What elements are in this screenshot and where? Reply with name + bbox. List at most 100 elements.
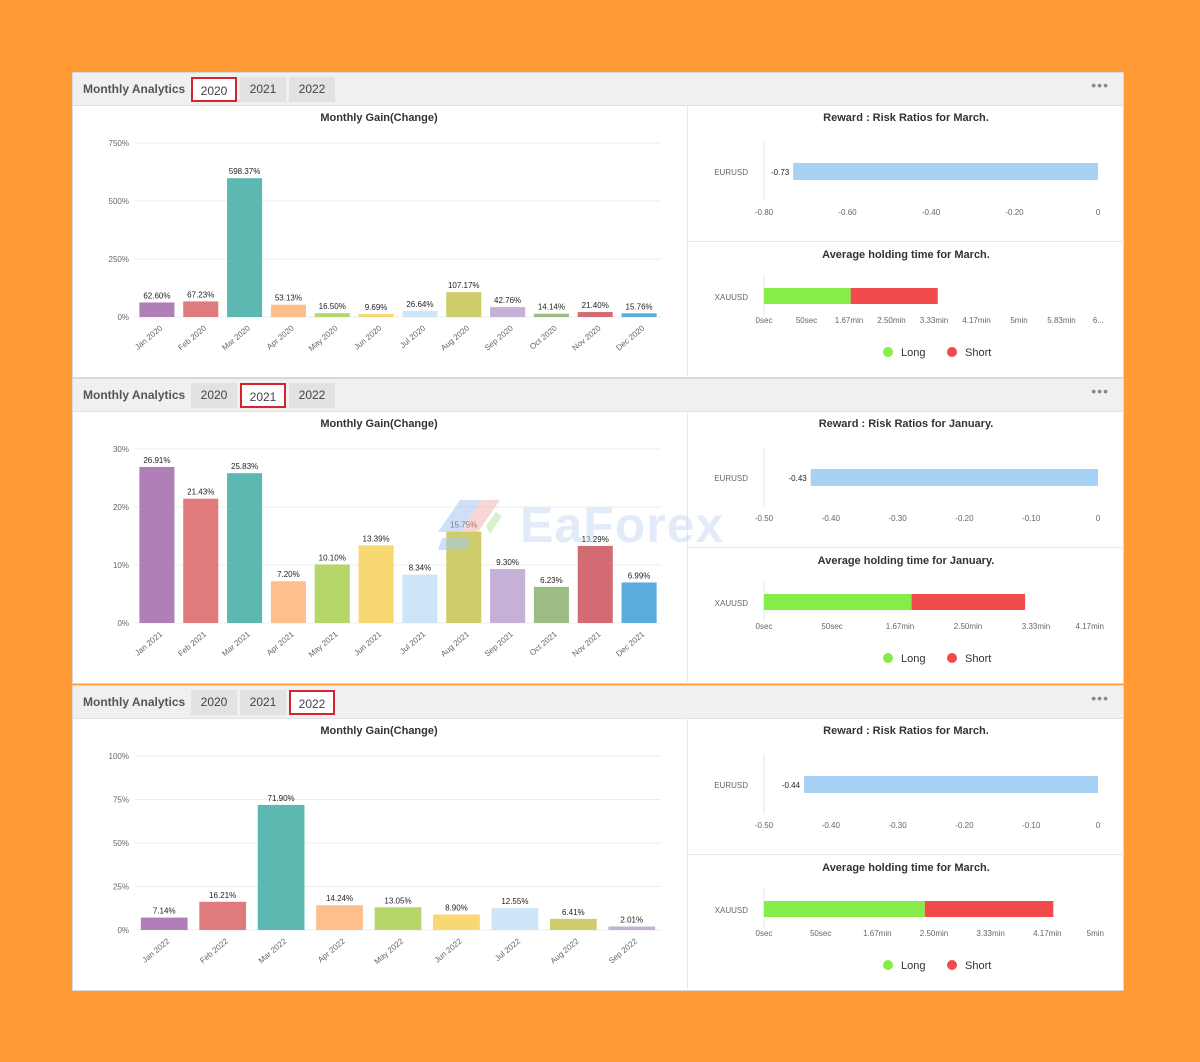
bar-value-label: 14.24%: [326, 894, 353, 903]
rr-bar[interactable]: [804, 776, 1098, 793]
gain-bar[interactable]: [139, 466, 175, 623]
gain-bar[interactable]: [183, 301, 219, 317]
bar-value-label: 62.60%: [143, 291, 170, 300]
tab-year-2022[interactable]: 2022: [289, 77, 335, 102]
hold-x-tick-label: 5.83min: [1047, 316, 1075, 325]
gain-bar[interactable]: [227, 178, 263, 317]
x-tick-label: Mar 2021: [220, 629, 252, 658]
hold-x-tick-label: 3.33min: [920, 316, 948, 325]
hold-x-tick-label: 50sec: [810, 929, 831, 938]
gain-bar[interactable]: [446, 531, 482, 623]
legend-short-label[interactable]: Short: [965, 653, 991, 665]
tab-year-2020[interactable]: 2020: [191, 383, 237, 408]
rr-x-tick-label: -0.40: [822, 514, 841, 523]
divider: [688, 854, 1124, 855]
gain-bar[interactable]: [316, 905, 363, 930]
gain-bar[interactable]: [577, 312, 613, 317]
hold-x-tick-label: 3.33min: [976, 929, 1004, 938]
more-dots-icon[interactable]: •••: [1091, 690, 1109, 706]
x-tick-label: Apr 2022: [316, 936, 347, 964]
gain-bar[interactable]: [621, 582, 657, 623]
gain-bar[interactable]: [490, 307, 526, 317]
legend-long-label[interactable]: Long: [901, 653, 925, 665]
gain-bar[interactable]: [533, 586, 569, 623]
rr-bar[interactable]: [810, 469, 1098, 486]
gain-bar[interactable]: [358, 545, 394, 623]
gain-bar[interactable]: [608, 926, 656, 930]
y-tick-label: 30%: [113, 445, 129, 454]
gain-bar[interactable]: [402, 310, 438, 317]
gain-bar[interactable]: [270, 304, 306, 317]
tab-year-2021[interactable]: 2021: [240, 690, 286, 715]
legend-short-label[interactable]: Short: [965, 347, 991, 359]
y-tick-label: 500%: [109, 197, 129, 206]
hold-short-bar[interactable]: [911, 594, 1026, 610]
rr-category-label: EURUSD: [714, 168, 748, 177]
hold-long-bar[interactable]: [764, 594, 912, 610]
gain-bar[interactable]: [402, 574, 438, 623]
gain-bar[interactable]: [358, 314, 394, 317]
gain-bar[interactable]: [139, 302, 175, 317]
gain-bar[interactable]: [314, 564, 350, 623]
hold-long-bar[interactable]: [764, 901, 925, 917]
more-dots-icon[interactable]: •••: [1091, 383, 1109, 399]
tab-year-2022[interactable]: 2022: [289, 383, 335, 408]
bar-value-label: 9.69%: [365, 303, 388, 312]
bar-value-label: 12.55%: [501, 897, 528, 906]
side-charts: Reward : Risk Ratios for March. EURUSD -0.…: [687, 718, 1124, 989]
gain-bar[interactable]: [491, 908, 539, 930]
gain-bar[interactable]: [257, 804, 305, 930]
gain-bar[interactable]: [374, 907, 422, 930]
gain-bar[interactable]: [183, 498, 219, 623]
x-tick-label: Jun 2022: [433, 936, 464, 964]
legend-long-label[interactable]: Long: [901, 960, 925, 972]
legend-short-label[interactable]: Short: [965, 960, 991, 972]
legend-long-label[interactable]: Long: [901, 347, 925, 359]
tab-year-2022[interactable]: 2022: [289, 690, 335, 715]
bar-value-label: 15.75%: [450, 521, 477, 530]
panel-title: Monthly Analytics: [83, 695, 186, 709]
hold-short-bar[interactable]: [924, 901, 1054, 917]
gain-bar[interactable]: [621, 313, 657, 317]
gain-bar[interactable]: [433, 914, 480, 930]
bar-value-label: 13.39%: [363, 534, 390, 543]
hold-long-bar[interactable]: [764, 288, 851, 304]
gain-bar[interactable]: [227, 473, 263, 623]
gain-bar[interactable]: [446, 292, 482, 317]
y-tick-label: 750%: [109, 139, 129, 148]
tab-year-2021[interactable]: 2021: [240, 77, 286, 102]
monthly-gain-chart: Monthly Gain(Change) 750% 500% 250% 0% 62.60%…: [73, 105, 685, 376]
more-dots-icon[interactable]: •••: [1091, 77, 1109, 93]
y-tick-label: 50%: [113, 839, 129, 848]
gain-bar[interactable]: [199, 901, 247, 930]
tab-year-2020[interactable]: 2020: [191, 77, 237, 102]
x-tick-label: Nov 2021: [571, 629, 603, 658]
hold-x-tick-label: 2.50min: [954, 622, 982, 631]
x-tick-label: Jan 2021: [133, 629, 164, 657]
rr-chart-title: Reward : Risk Ratios for January.: [819, 418, 994, 430]
tab-year-2020[interactable]: 2020: [191, 690, 237, 715]
hold-short-bar[interactable]: [850, 288, 938, 304]
gain-bar[interactable]: [270, 581, 306, 623]
x-tick-label: Mar 2022: [257, 936, 289, 965]
y-tick-label: 20%: [113, 503, 129, 512]
gain-bar[interactable]: [577, 545, 613, 623]
rr-bar[interactable]: [793, 163, 1098, 180]
chart-title: Monthly Gain(Change): [320, 725, 438, 737]
rr-x-tick-label: -0.20: [1005, 208, 1024, 217]
gain-bar[interactable]: [140, 917, 188, 930]
tab-year-2021[interactable]: 2021: [240, 383, 286, 408]
hold-x-tick-label: 50sec: [796, 316, 817, 325]
legend-long-dot-icon: [883, 653, 893, 663]
divider: [688, 547, 1124, 548]
x-tick-label: Dec 2020: [614, 323, 646, 352]
gain-bar[interactable]: [490, 569, 526, 623]
rr-x-tick-label: -0.40: [922, 208, 941, 217]
hold-x-tick-label: 4.17min: [1033, 929, 1061, 938]
legend-short-dot-icon: [947, 960, 957, 970]
bar-value-label: 8.90%: [445, 904, 468, 913]
x-tick-label: Aug 2021: [439, 629, 471, 658]
gain-bar[interactable]: [314, 313, 350, 317]
gain-bar[interactable]: [549, 918, 597, 930]
gain-bar[interactable]: [533, 313, 569, 317]
